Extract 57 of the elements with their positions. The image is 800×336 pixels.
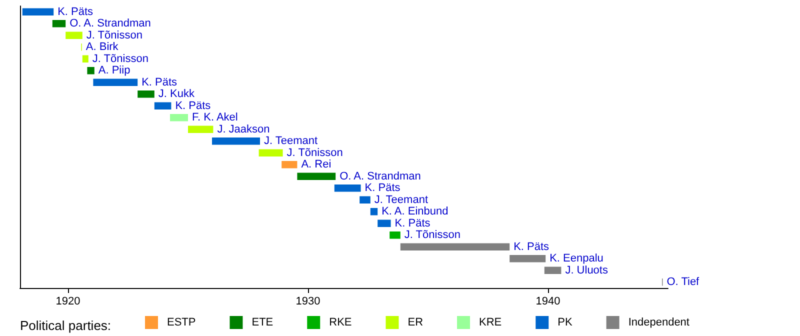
bar — [170, 114, 188, 122]
x-tick-label: 1920 — [56, 296, 80, 308]
y-tick-label: K. Päts — [142, 76, 178, 88]
y-tick-label: J. Uluots — [565, 264, 608, 276]
y-tick-label: A. Birk — [86, 41, 119, 54]
y-tick-label: F. K. Akel — [192, 112, 238, 124]
bar — [212, 137, 260, 145]
legend-label: ESTP — [167, 316, 196, 328]
y-tick-label: J. Tõnisson — [286, 146, 343, 159]
bar — [82, 55, 88, 63]
y-tick-label: O. Tief — [666, 276, 700, 288]
y-tick-label: A. Rei — [301, 158, 332, 171]
bar — [390, 231, 400, 239]
y-tick-label: J. Jaakson — [217, 123, 270, 136]
legend-title: Political parties: — [20, 318, 112, 333]
y-tick-label: J. Kukk — [158, 88, 195, 100]
y-tick-label: K. Päts — [364, 182, 401, 194]
y-tick-label: K. Eenpalu — [550, 252, 604, 265]
bar — [22, 8, 54, 16]
bar — [510, 254, 546, 262]
y-tick-label: K. Päts — [175, 100, 212, 112]
y-tick-label: O. A. Strandman — [70, 18, 151, 30]
bar — [360, 196, 370, 204]
bar — [378, 220, 391, 228]
bar — [544, 266, 562, 274]
bar — [154, 102, 172, 110]
y-tick-label: A. Piip — [98, 64, 130, 77]
legend-label: Independent — [628, 316, 690, 328]
y-tick-label: J. Tõnisson — [86, 29, 142, 42]
bar — [282, 160, 298, 168]
y-tick-label: J. Tõnisson — [404, 229, 460, 242]
legend-label: PK — [558, 316, 573, 328]
y-tick-label: K. Päts — [58, 6, 94, 18]
bar — [370, 208, 378, 216]
y-tick-label: J. Teemant — [264, 135, 318, 148]
bar — [297, 172, 336, 180]
bar — [93, 78, 138, 86]
bar — [52, 20, 66, 28]
bar — [258, 149, 283, 157]
legend-label: RKE — [329, 316, 352, 328]
y-tick-label: J. Teemant — [374, 194, 428, 206]
y-tick-label: O. A. Strandman — [340, 170, 421, 182]
legend-label: KRE — [479, 316, 502, 328]
bar — [334, 184, 361, 192]
y-tick-label: K. Päts — [394, 217, 431, 230]
y-tick-label: K. Päts — [514, 240, 550, 253]
bar — [138, 90, 154, 98]
legend-label: ETE — [252, 316, 274, 328]
y-tick-label: J. Tõnisson — [92, 52, 148, 65]
bar — [400, 243, 510, 251]
x-tick-label: 1930 — [296, 296, 320, 308]
bar — [87, 66, 94, 74]
bar — [188, 126, 214, 134]
legend-label: ER — [408, 316, 424, 328]
y-tick-label: K. A. Einbund — [382, 206, 448, 218]
x-tick-label: 1940 — [536, 296, 560, 308]
bar — [66, 32, 82, 40]
